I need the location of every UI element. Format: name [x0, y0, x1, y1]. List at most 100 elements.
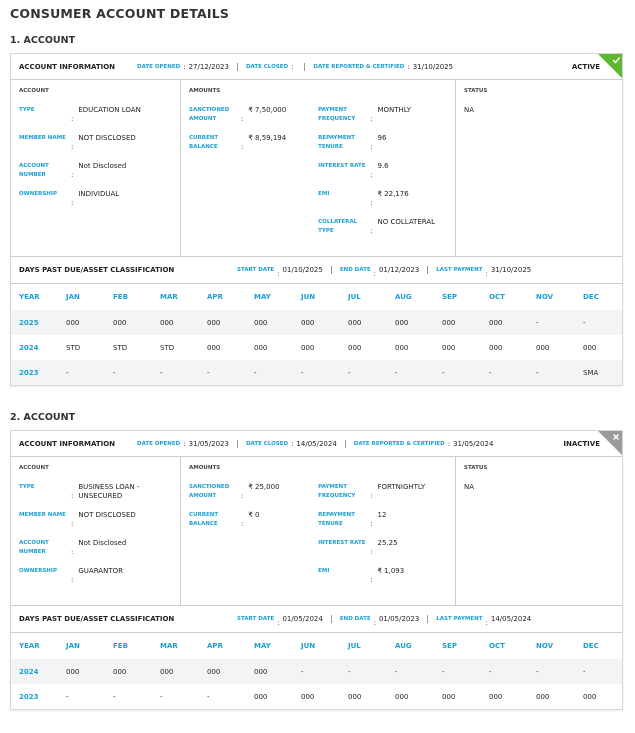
dpd-cell: - — [113, 692, 116, 701]
value: EDUCATION LOAN — [78, 106, 141, 114]
dpd-cell: - — [536, 667, 539, 676]
section-title: AMOUNTS — [189, 465, 221, 471]
value: ₹ 25,000 — [248, 483, 280, 491]
label: DATE REPORTED & CERTIFIED — [353, 440, 445, 447]
separator — [288, 63, 296, 71]
label: TYPE — [19, 107, 35, 113]
dpd-cell: 000 — [489, 343, 503, 352]
amount-column: SANCTIONED AMOUNT ₹ 25,000 CURRENT BALANCE… — [189, 483, 310, 595]
dpd-cell: - — [254, 368, 257, 377]
dpd-cell: 000 — [301, 343, 315, 352]
status-corner — [598, 54, 622, 78]
dpd-cell: - — [442, 368, 445, 377]
dpd-cell: - — [395, 368, 398, 377]
dpd-header: DAYS PAST DUE/ASSET CLASSIFICATION START … — [11, 606, 622, 633]
header-label: ACCOUNT INFORMATION — [19, 439, 116, 448]
dpd-cell: - — [583, 318, 586, 327]
status-section: STATUS NA — [455, 457, 622, 605]
dpd-cell: - — [489, 368, 492, 377]
separator — [368, 190, 377, 209]
separator — [371, 261, 379, 280]
account-card: ACCOUNT INFORMATION DATE OPENED 31/05/2023… — [10, 430, 623, 710]
column-header: AUG — [395, 642, 412, 650]
header-field: DATE REPORTED & CERTIFIED 31/05/2024 — [344, 439, 502, 448]
label: SANCTIONED AMOUNT — [189, 484, 230, 499]
label: OWNERSHIP — [19, 568, 57, 574]
column-header: DEC — [583, 642, 599, 650]
dpd-cell: 000 — [207, 667, 221, 676]
cross-icon — [612, 433, 620, 441]
label: DATE CLOSED — [245, 440, 289, 447]
dpd-cell: 000 — [301, 318, 315, 327]
separator — [239, 106, 248, 125]
column-header: OCT — [489, 642, 505, 650]
dpd-cell: 000 — [442, 692, 456, 701]
dpd-year: 2025 — [19, 318, 39, 327]
account-info-header: ACCOUNT INFORMATION DATE OPENED 31/05/2023… — [11, 431, 622, 457]
header-field: DATE CLOSED 14/05/2024 — [236, 439, 345, 448]
amount-row: PAYMENT FREQUENCY FORTNIGHTLY — [318, 483, 447, 502]
separator — [69, 106, 78, 125]
account-status: ACTIVE — [571, 62, 600, 71]
column-header: NOV — [536, 642, 554, 650]
separator — [371, 610, 379, 629]
dpd-field: START DATE 01/10/2025 — [229, 261, 331, 280]
dpd-row: 2025 000 000 000 000 000 000 000 000 000 000 - - — [11, 310, 622, 335]
separator — [368, 483, 377, 502]
amount-column: PAYMENT FREQUENCY MONTHLY REPAYMENT TENURE… — [318, 106, 447, 246]
label: COLLATERAL TYPE — [318, 219, 358, 234]
label: START DATE — [237, 616, 275, 622]
value: MONTHLY — [377, 106, 412, 114]
separator — [368, 511, 377, 530]
dpd-cell: 000 — [395, 692, 409, 701]
dpd-cell: 000 — [348, 343, 362, 352]
section-title: STATUS — [464, 88, 488, 94]
dpd-row: 2023 - - - - 000 000 000 000 000 000 000 000 — [11, 684, 622, 709]
value: GUARANTOR — [78, 567, 123, 575]
separator — [69, 190, 78, 209]
column-header: YEAR — [19, 642, 40, 650]
label: LAST PAYMENT — [436, 267, 483, 273]
separator — [239, 483, 248, 502]
dpd-cell: STD — [66, 343, 81, 352]
value: FORTNIGHTLY — [377, 483, 426, 491]
dpd-cell: 000 — [66, 318, 80, 327]
status-value: NA — [464, 106, 475, 114]
column-header: MAR — [160, 642, 178, 650]
dpd-cell: 000 — [207, 318, 221, 327]
separator — [483, 610, 491, 629]
label: REPAYMENT TENURE — [318, 135, 355, 150]
amount-column: PAYMENT FREQUENCY FORTNIGHTLY REPAYMENT TE… — [318, 483, 447, 595]
column-header: JAN — [66, 293, 80, 301]
separator — [368, 106, 377, 125]
dpd-cell: - — [348, 667, 351, 676]
value: 27/12/2023 — [188, 62, 229, 71]
status-section: STATUS NA — [455, 80, 622, 256]
value: 96 — [377, 134, 387, 142]
value: NO COLLATERAL — [377, 218, 436, 226]
header-label: ACCOUNT INFORMATION — [19, 62, 116, 71]
dpd-cell: - — [489, 667, 492, 676]
dpd-cell: 000 — [583, 692, 597, 701]
amount-row: INTEREST RATE 25.25 — [318, 539, 447, 558]
separator — [239, 511, 248, 530]
separator — [69, 511, 78, 530]
dpd-cell: - — [66, 692, 69, 701]
dpd-cell: SMA — [583, 368, 599, 377]
account-card: ACCOUNT INFORMATION DATE OPENED 27/12/2023… — [10, 53, 623, 386]
label: OWNERSHIP — [19, 191, 57, 197]
account-row: ACCOUNT NUMBER Not Disclosed — [19, 162, 172, 181]
dpd-cell: 000 — [536, 692, 550, 701]
amount-columns: SANCTIONED AMOUNT ₹ 25,000 CURRENT BALANCE… — [189, 483, 447, 595]
value: 31/10/2025 — [490, 266, 532, 274]
separator — [368, 162, 377, 181]
detail-sections: ACCOUNT TYPE EDUCATION LOAN MEMBER NAME NOT … — [11, 80, 622, 257]
value: ₹ 0 — [248, 511, 260, 519]
dpd-cell: STD — [113, 343, 128, 352]
dpd-cell: - — [442, 667, 445, 676]
amount-row: SANCTIONED AMOUNT ₹ 7,50,000 — [189, 106, 310, 125]
check-icon — [612, 57, 621, 64]
separator — [239, 134, 248, 153]
amount-row: PAYMENT FREQUENCY MONTHLY — [318, 106, 447, 125]
dpd-row: 2024 STD STD STD 000 000 000 000 000 000 000 000 000 — [11, 335, 622, 360]
